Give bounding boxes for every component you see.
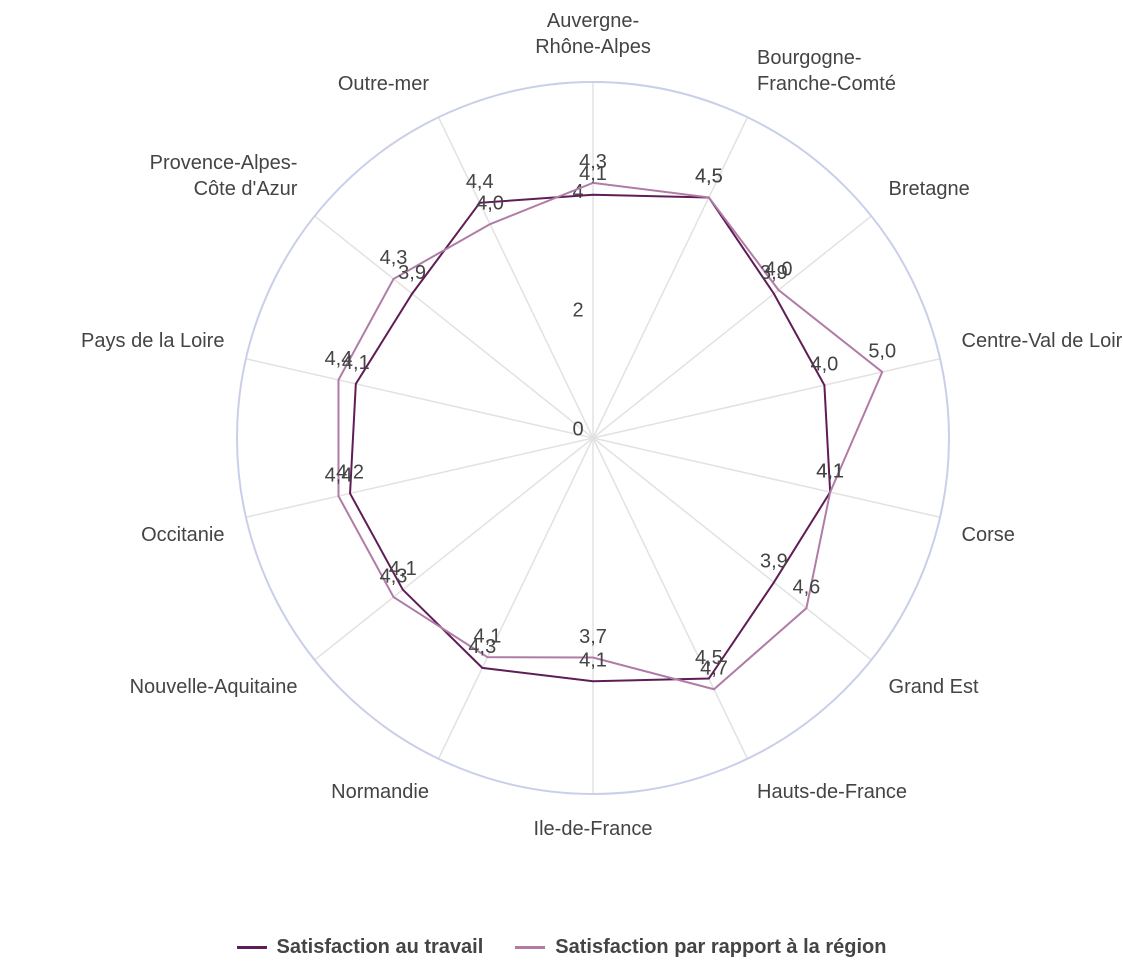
value-label: 4,0 [810,353,838,375]
value-label: 4,2 [336,462,364,484]
value-label: 4,5 [695,166,723,188]
value-label: 4,1 [816,460,844,482]
category-label: Ile-de-France [533,818,653,840]
value-label: 4,3 [579,151,607,173]
outer-ring [236,81,950,795]
legend-item: Satisfaction par rapport à la région [515,936,886,959]
category-label: Auvergne-Rhône-Alpes [535,10,651,58]
category-label: Outre-mer [337,73,429,96]
value-label: 4,1 [816,460,844,482]
value-label: 4,3 [380,247,408,269]
value-label: 4,1 [474,625,502,647]
value-label: 4,4 [325,464,353,486]
value-label: 3,9 [760,262,788,284]
category-label: Grand Est [888,675,979,698]
category-label: Centre-Val de Loire [961,329,1123,352]
category-label: Corse [961,524,1015,547]
value-label: 4,3 [468,636,496,658]
spoke [437,437,594,760]
spoke [437,116,594,439]
r-tick-label: 4 [572,181,583,203]
value-label: 4,5 [695,647,723,669]
legend-item: Satisfaction au travail [236,936,484,959]
legend: Satisfaction au travail Satisfaction par … [0,936,1123,959]
category-label: Bourgogne-Franche-Comté [757,47,896,96]
value-label: 4,5 [695,166,723,188]
r-tick-label: 2 [572,300,583,322]
legend-label: Satisfaction au travail [276,936,484,958]
category-label: Hauts-de-France [757,780,908,803]
series-line [337,181,884,691]
value-label: 4,4 [466,171,494,193]
legend-swatch [515,946,546,949]
value-label: 4,0 [765,258,793,280]
value-label: 4,1 [579,163,607,185]
spoke [592,437,749,760]
spoke [245,437,594,518]
series-line [349,193,832,683]
value-label: 4,3 [380,565,408,587]
value-label: 4,1 [579,650,607,672]
spoke [245,358,594,439]
legend-swatch [236,946,267,949]
spoke [592,437,872,661]
value-label: 4,7 [700,658,728,680]
legend-label: Satisfaction par rapport à la région [555,936,887,958]
value-label: 3,7 [579,626,607,648]
value-label: 3,9 [398,262,426,284]
category-label: Occitanie [141,524,225,547]
value-label: 4,6 [792,576,820,598]
value-label: 4,1 [342,352,370,374]
spoke [592,215,872,439]
category-label: Provence-Alpes-Côte d'Azur [149,152,298,201]
spoke [314,215,594,439]
spoke [314,437,594,661]
value-label: 5,0 [868,340,896,362]
spoke [592,358,941,439]
value-label: 4,0 [476,192,504,214]
category-label: Normandie [331,780,429,803]
category-label: Nouvelle-Aquitaine [129,675,298,698]
value-label: 3,9 [760,551,788,573]
spoke [592,116,749,439]
value-label: 4,4 [325,348,353,370]
category-label: Bretagne [888,178,970,201]
spoke [592,437,941,518]
value-label: 4,1 [389,558,417,580]
category-label: Pays de la Loire [81,329,225,352]
r-tick-label: 0 [572,418,583,440]
